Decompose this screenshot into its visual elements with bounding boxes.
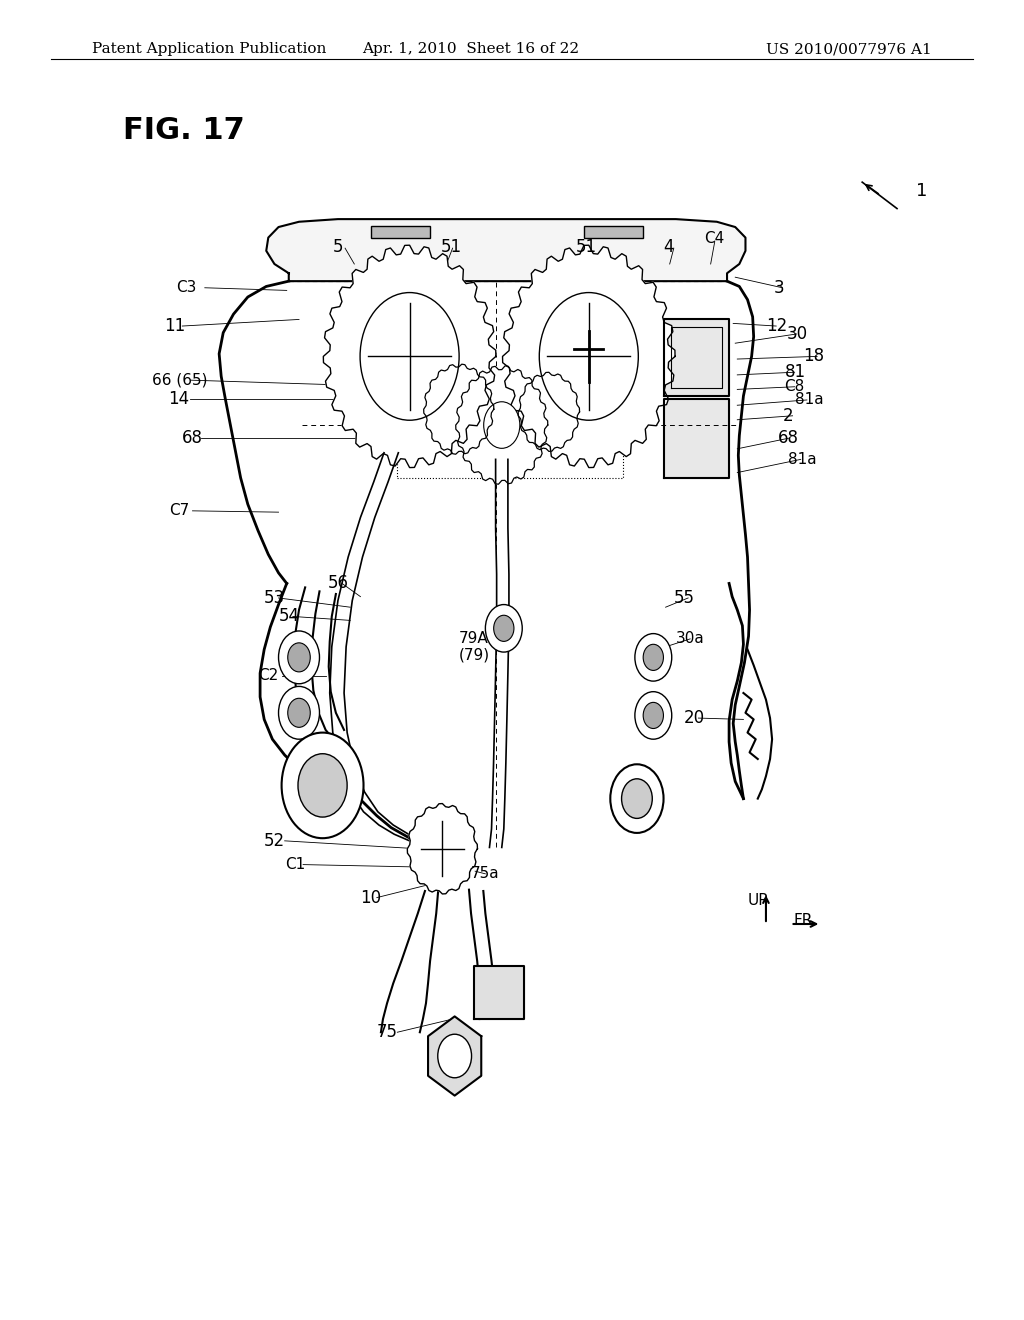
- Bar: [584, 226, 643, 238]
- Bar: [371, 226, 430, 238]
- Text: FR: FR: [794, 912, 813, 928]
- Circle shape: [279, 686, 319, 739]
- Text: FIG. 17: FIG. 17: [123, 116, 245, 145]
- Polygon shape: [664, 399, 729, 478]
- Text: 5: 5: [333, 238, 343, 256]
- Circle shape: [298, 754, 347, 817]
- Circle shape: [540, 293, 638, 420]
- Circle shape: [288, 643, 310, 672]
- Text: 53: 53: [264, 589, 286, 607]
- Text: 18: 18: [803, 347, 824, 366]
- Text: 68: 68: [182, 429, 204, 447]
- Circle shape: [643, 702, 664, 729]
- Text: 11: 11: [164, 317, 185, 335]
- Circle shape: [483, 401, 520, 449]
- Text: 12: 12: [766, 317, 787, 335]
- Text: C4: C4: [705, 231, 725, 247]
- Text: 79A
(79): 79A (79): [459, 631, 489, 663]
- Polygon shape: [456, 366, 548, 484]
- Text: 54: 54: [279, 607, 300, 626]
- Text: 75: 75: [377, 1023, 398, 1041]
- Text: C1: C1: [285, 857, 305, 873]
- Text: 75a: 75a: [471, 866, 500, 882]
- Text: 14: 14: [168, 389, 189, 408]
- Text: 56: 56: [328, 574, 349, 593]
- Text: 3: 3: [774, 279, 784, 297]
- Text: 2: 2: [782, 407, 793, 425]
- Polygon shape: [518, 372, 580, 451]
- Circle shape: [438, 1035, 471, 1077]
- Circle shape: [288, 698, 310, 727]
- Polygon shape: [424, 364, 494, 454]
- Polygon shape: [266, 219, 745, 281]
- Polygon shape: [408, 804, 477, 894]
- Text: UP: UP: [748, 892, 768, 908]
- Text: 51: 51: [575, 238, 597, 256]
- Text: 55: 55: [674, 589, 695, 607]
- Text: US 2010/0077976 A1: US 2010/0077976 A1: [766, 42, 932, 57]
- Polygon shape: [428, 1016, 481, 1096]
- Text: Patent Application Publication: Patent Application Publication: [92, 42, 327, 57]
- Text: 81: 81: [784, 363, 806, 381]
- Polygon shape: [324, 246, 496, 467]
- Polygon shape: [664, 319, 729, 396]
- Text: 30: 30: [786, 325, 808, 343]
- Text: Apr. 1, 2010  Sheet 16 of 22: Apr. 1, 2010 Sheet 16 of 22: [362, 42, 580, 57]
- Text: 30a: 30a: [676, 631, 705, 647]
- Text: 66 (65): 66 (65): [152, 372, 207, 388]
- Text: C8: C8: [784, 379, 805, 395]
- Text: 20: 20: [684, 709, 706, 727]
- Text: C7: C7: [169, 503, 189, 519]
- Text: 4: 4: [664, 238, 674, 256]
- Text: 10: 10: [360, 888, 382, 907]
- Circle shape: [622, 779, 652, 818]
- Text: 81a: 81a: [788, 451, 817, 467]
- Text: C3: C3: [176, 280, 197, 296]
- Circle shape: [643, 644, 664, 671]
- Circle shape: [360, 293, 459, 420]
- Text: 1: 1: [916, 182, 928, 201]
- Text: 81a: 81a: [795, 392, 823, 408]
- Circle shape: [494, 615, 514, 642]
- Circle shape: [610, 764, 664, 833]
- Circle shape: [635, 692, 672, 739]
- Text: C2: C2: [258, 668, 279, 684]
- Circle shape: [282, 733, 364, 838]
- Polygon shape: [474, 966, 524, 1019]
- Text: 68: 68: [778, 429, 800, 447]
- Text: 52: 52: [264, 832, 286, 850]
- Polygon shape: [503, 246, 675, 467]
- Text: 51: 51: [440, 238, 462, 256]
- Circle shape: [279, 631, 319, 684]
- Circle shape: [635, 634, 672, 681]
- Circle shape: [485, 605, 522, 652]
